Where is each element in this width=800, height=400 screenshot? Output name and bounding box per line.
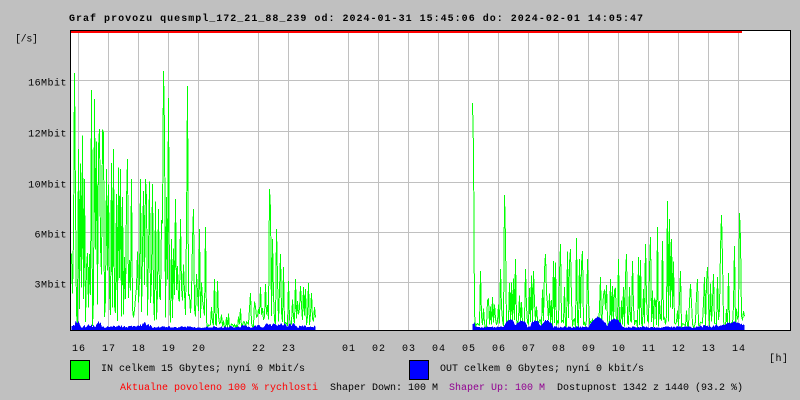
svg-text:01: 01 bbox=[342, 344, 355, 355]
svg-text:Aktualne povoleno 100 % rychlo: Aktualne povoleno 100 % rychlosti bbox=[120, 382, 318, 394]
svg-text:06: 06 bbox=[492, 344, 505, 355]
svg-text:Graf provozu quesmpl_172_21_88: Graf provozu quesmpl_172_21_88_239 od: 2… bbox=[69, 13, 643, 25]
svg-text:08: 08 bbox=[552, 344, 565, 355]
svg-text:22: 22 bbox=[252, 344, 265, 355]
svg-text:20: 20 bbox=[192, 344, 205, 355]
svg-text:11: 11 bbox=[642, 344, 655, 355]
svg-text:18: 18 bbox=[132, 344, 145, 355]
svg-text:16Mbit: 16Mbit bbox=[28, 78, 66, 90]
svg-text:16: 16 bbox=[72, 344, 85, 355]
svg-text:13: 13 bbox=[702, 344, 715, 355]
svg-text:23: 23 bbox=[282, 344, 295, 355]
svg-text:6Mbit: 6Mbit bbox=[35, 230, 67, 242]
svg-text:OUT celkem 0 Gbytes; nyní 0 kb: OUT celkem 0 Gbytes; nyní 0 kbit/s bbox=[440, 363, 644, 375]
svg-text:12Mbit: 12Mbit bbox=[28, 129, 66, 141]
svg-text:[h]: [h] bbox=[769, 353, 788, 365]
svg-text:Shaper Up: 100 M: Shaper Up: 100 M bbox=[449, 382, 545, 394]
svg-text:04: 04 bbox=[432, 344, 445, 355]
svg-text:3Mbit: 3Mbit bbox=[35, 280, 67, 292]
svg-text:[/s]: [/s] bbox=[15, 34, 38, 46]
svg-text:19: 19 bbox=[162, 344, 175, 355]
svg-text:07: 07 bbox=[522, 344, 535, 355]
svg-text:09: 09 bbox=[582, 344, 595, 355]
svg-text:Shaper Down: 100 M: Shaper Down: 100 M bbox=[330, 382, 438, 394]
svg-text:03: 03 bbox=[402, 344, 415, 355]
svg-text:Dostupnost 1342 z 1440 (93.2 %: Dostupnost 1342 z 1440 (93.2 %) bbox=[557, 382, 743, 394]
svg-text:10Mbit: 10Mbit bbox=[28, 180, 66, 192]
svg-text:02: 02 bbox=[372, 344, 385, 355]
svg-text:10: 10 bbox=[612, 344, 625, 355]
svg-text:14: 14 bbox=[732, 344, 745, 355]
svg-text:17: 17 bbox=[102, 344, 115, 355]
svg-text:12: 12 bbox=[672, 344, 685, 355]
svg-text:05: 05 bbox=[462, 344, 475, 355]
svg-text:IN celkem 15 Gbytes; nyní 0 Mb: IN celkem 15 Gbytes; nyní 0 Mbit/s bbox=[101, 363, 305, 375]
